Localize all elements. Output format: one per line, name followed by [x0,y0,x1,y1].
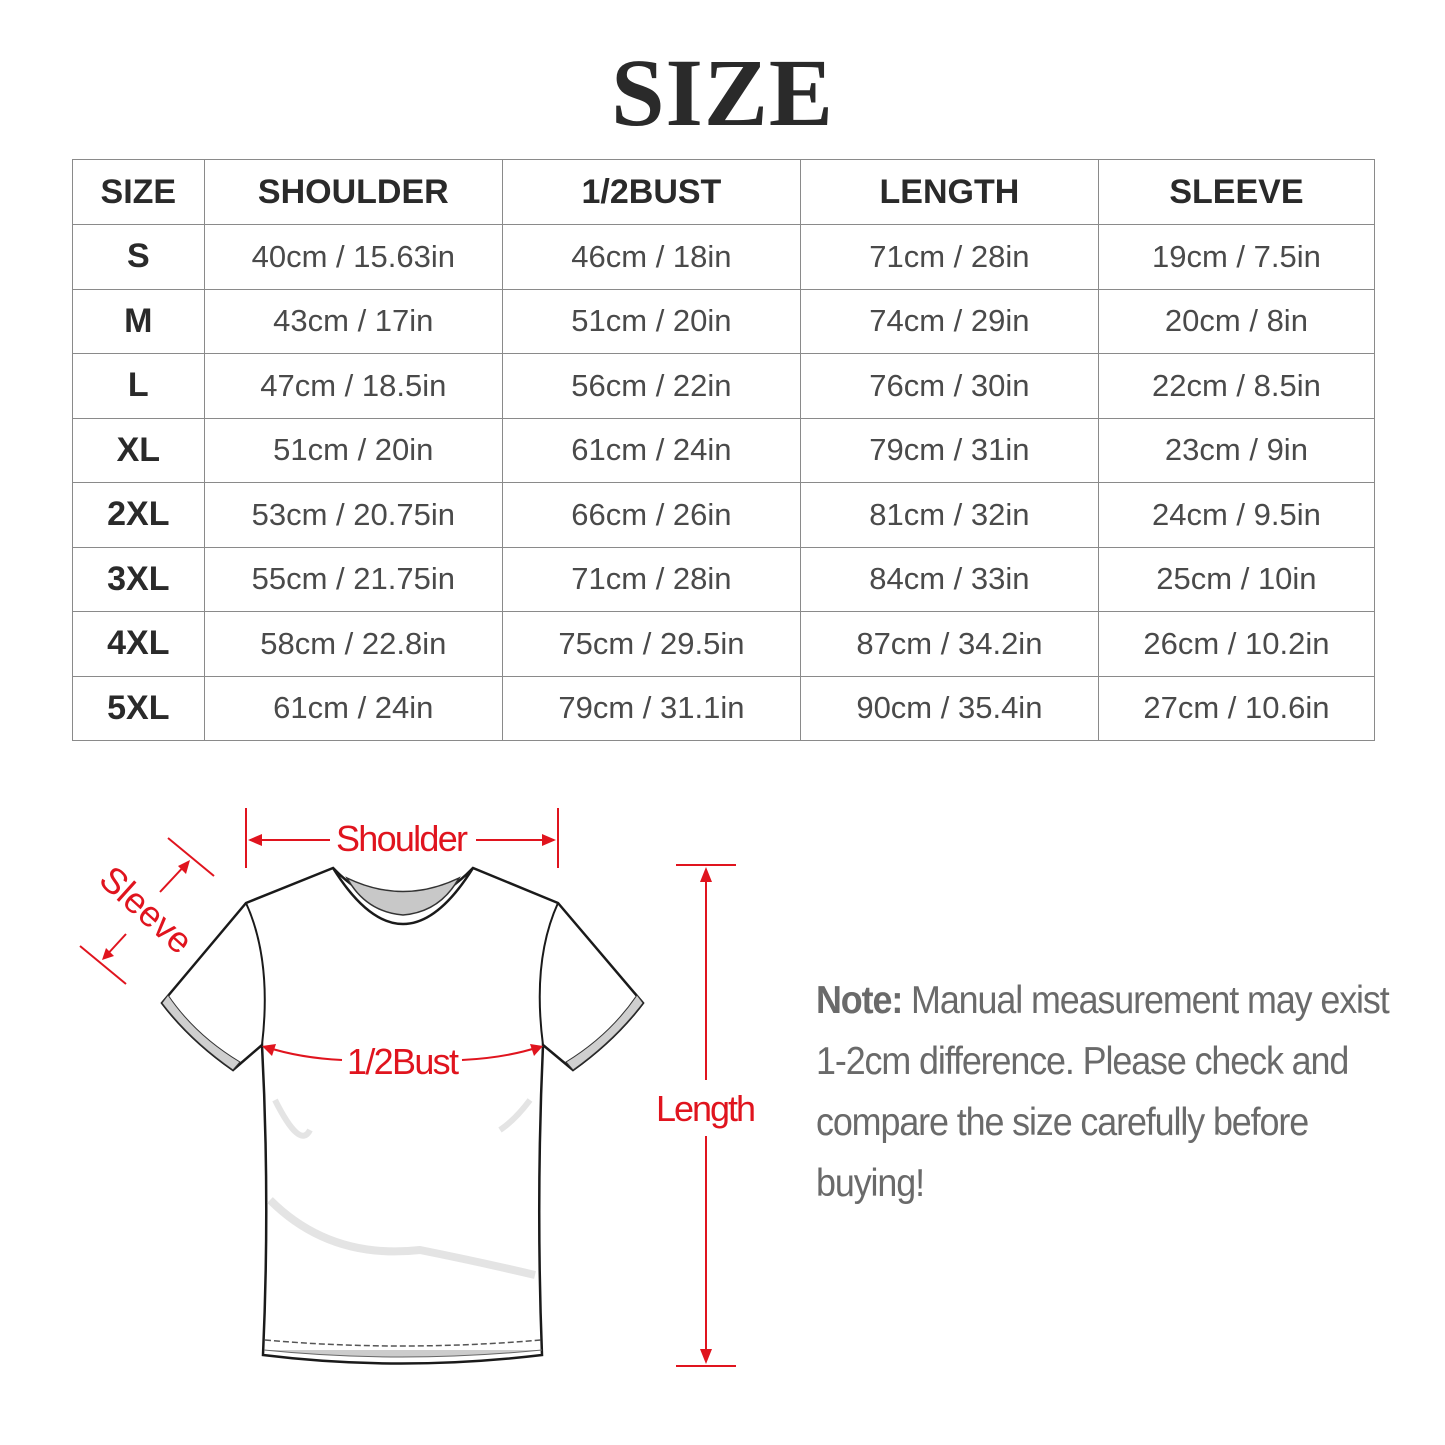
table-row: 3XL 55cm / 21.75in 71cm / 28in 84cm / 33in 2… [72,546,1376,612]
sleeve-label: Sleeve [92,858,201,962]
measurement-cell: 26cm / 10.2in [1097,611,1376,677]
tshirt-icon [160,866,645,1365]
measurement-cell: 46cm / 18in [501,224,801,290]
page-title: SIZE [611,39,834,146]
measurement-cell: 24cm / 9.5in [1097,482,1376,548]
measurement-cell: 51cm / 20in [501,288,801,354]
measurement-cell: 90cm / 35.4in [799,675,1099,741]
measurement-cell: 40cm / 15.63in [203,224,503,290]
table-row: L 47cm / 18.5in 56cm / 22in 76cm / 30in 22cm… [72,353,1376,419]
note-body: Manual measurement may exist 1-2cm diffe… [816,979,1390,1205]
column-header: LENGTH [799,159,1099,225]
measurement-cell: 47cm / 18.5in [203,353,503,419]
measurement-cell: 76cm / 30in [799,353,1099,419]
shoulder-label: Shoulder [336,818,468,859]
measurement-cell: 84cm / 33in [799,546,1099,612]
size-cell: 3XL [72,546,205,612]
measurement-cell: 61cm / 24in [501,417,801,483]
measurement-cell: 23cm / 9in [1097,417,1376,483]
measurement-cell: 43cm / 17in [203,288,503,354]
size-cell: 2XL [72,482,205,548]
measurement-cell: 25cm / 10in [1097,546,1376,612]
table-row: S 40cm / 15.63in 46cm / 18in 71cm / 28in 19c… [72,224,1376,290]
note-text: Note: Manual measurement may exist 1-2cm… [816,970,1405,1214]
measurement-cell: 27cm / 10.6in [1097,675,1376,741]
table-header-row: SIZE SHOULDER 1/2BUST LENGTH SLEEVE [72,159,1376,225]
table-row: 5XL 61cm / 24in 79cm / 31.1in 90cm / 35.4in… [72,675,1376,741]
size-table: SIZE SHOULDER 1/2BUST LENGTH SLEEVE S 40cm / … [72,159,1376,741]
column-header: SHOULDER [203,159,503,225]
measurement-cell: 53cm / 20.75in [203,482,503,548]
measurement-cell: 71cm / 28in [501,546,801,612]
bust-label: 1/2Bust [347,1041,459,1082]
measurement-cell: 55cm / 21.75in [203,546,503,612]
measurement-cell: 79cm / 31.1in [501,675,801,741]
size-cell: S [72,224,205,290]
size-cell: L [72,353,205,419]
measurement-cell: 20cm / 8in [1097,288,1376,354]
size-cell: M [72,288,205,354]
table-row: M 43cm / 17in 51cm / 20in 74cm / 29in 20cm /… [72,288,1376,354]
table-body: S 40cm / 15.63in 46cm / 18in 71cm / 28in 19c… [72,224,1376,741]
measurement-cell: 74cm / 29in [799,288,1099,354]
length-label: Length [656,1088,756,1129]
measurement-cell: 81cm / 32in [799,482,1099,548]
arrowheads [102,834,712,1364]
measurement-cell: 19cm / 7.5in [1097,224,1376,290]
measurement-cell: 22cm / 8.5in [1097,353,1376,419]
column-header: SIZE [72,159,205,225]
table-row: 2XL 53cm / 20.75in 66cm / 26in 81cm / 32in 2… [72,482,1376,548]
measurement-cell: 56cm / 22in [501,353,801,419]
table-row: XL 51cm / 20in 61cm / 24in 79cm / 31in 23cm … [72,417,1376,483]
measurement-cell: 61cm / 24in [203,675,503,741]
measurement-cell: 58cm / 22.8in [203,611,503,677]
measurement-cell: 79cm / 31in [799,417,1099,483]
column-header: SLEEVE [1097,159,1376,225]
column-header: 1/2BUST [501,159,801,225]
measurement-cell: 75cm / 29.5in [501,611,801,677]
size-cell: 4XL [72,611,205,677]
measurement-cell: 51cm / 20in [203,417,503,483]
size-cell: 5XL [72,675,205,741]
measurement-cell: 66cm / 26in [501,482,801,548]
note-label: Note: [816,979,903,1022]
